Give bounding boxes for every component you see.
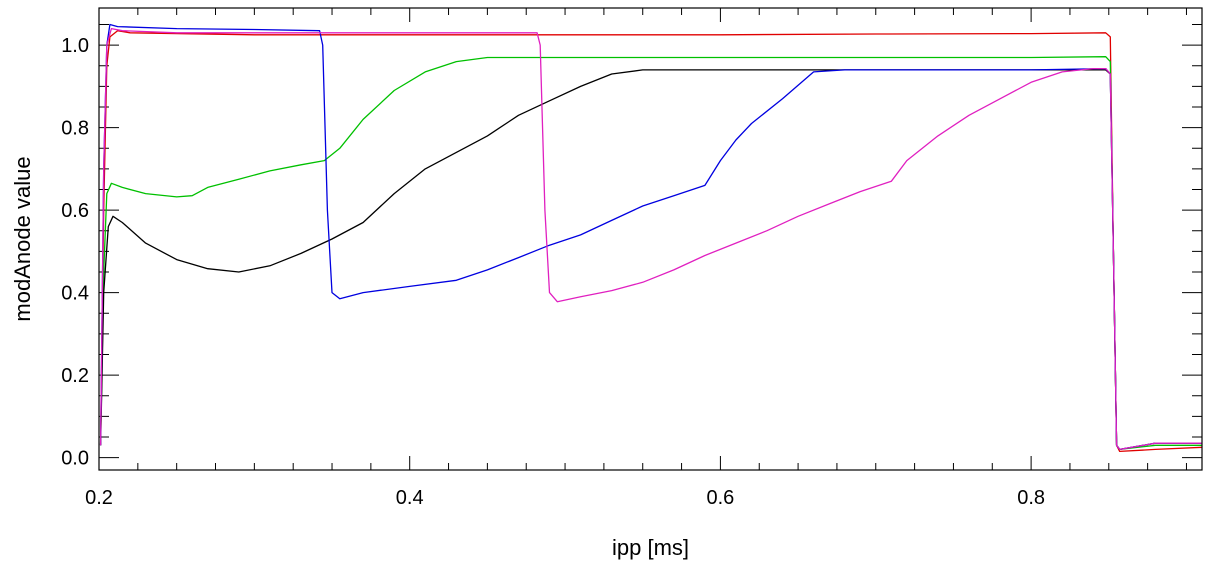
y-tick-label: 0.2	[61, 365, 89, 387]
x-tick-label: 0.6	[707, 487, 735, 509]
y-axis-label: modAnode value	[10, 156, 35, 321]
x-tick-label: 0.2	[85, 487, 113, 509]
series-line-1	[99, 30, 1203, 453]
x-tick-label: 0.8	[1017, 487, 1045, 509]
plot-frame	[98, 7, 1203, 471]
series-line-3	[99, 69, 1202, 451]
series-group	[99, 23, 1203, 453]
x-tick-label: 0.4	[396, 487, 424, 509]
axis-ticks	[98, 8, 1202, 470]
y-tick-label: 0.0	[61, 448, 89, 470]
y-tick-label: 1.0	[61, 35, 89, 57]
series-line-5	[99, 27, 1202, 451]
tick-labels: 0.2 0.4 0.6 0.8 0.0 0.2 0.4 0.6 0.8 1.0	[61, 35, 1045, 509]
y-tick-label: 0.6	[61, 200, 89, 222]
y-tick-label: 0.8	[61, 118, 89, 140]
series-line-2	[99, 56, 1202, 451]
series-line-4	[99, 23, 1202, 451]
y-tick-label: 0.4	[61, 283, 89, 305]
x-axis-label: ipp [ms]	[612, 535, 689, 560]
